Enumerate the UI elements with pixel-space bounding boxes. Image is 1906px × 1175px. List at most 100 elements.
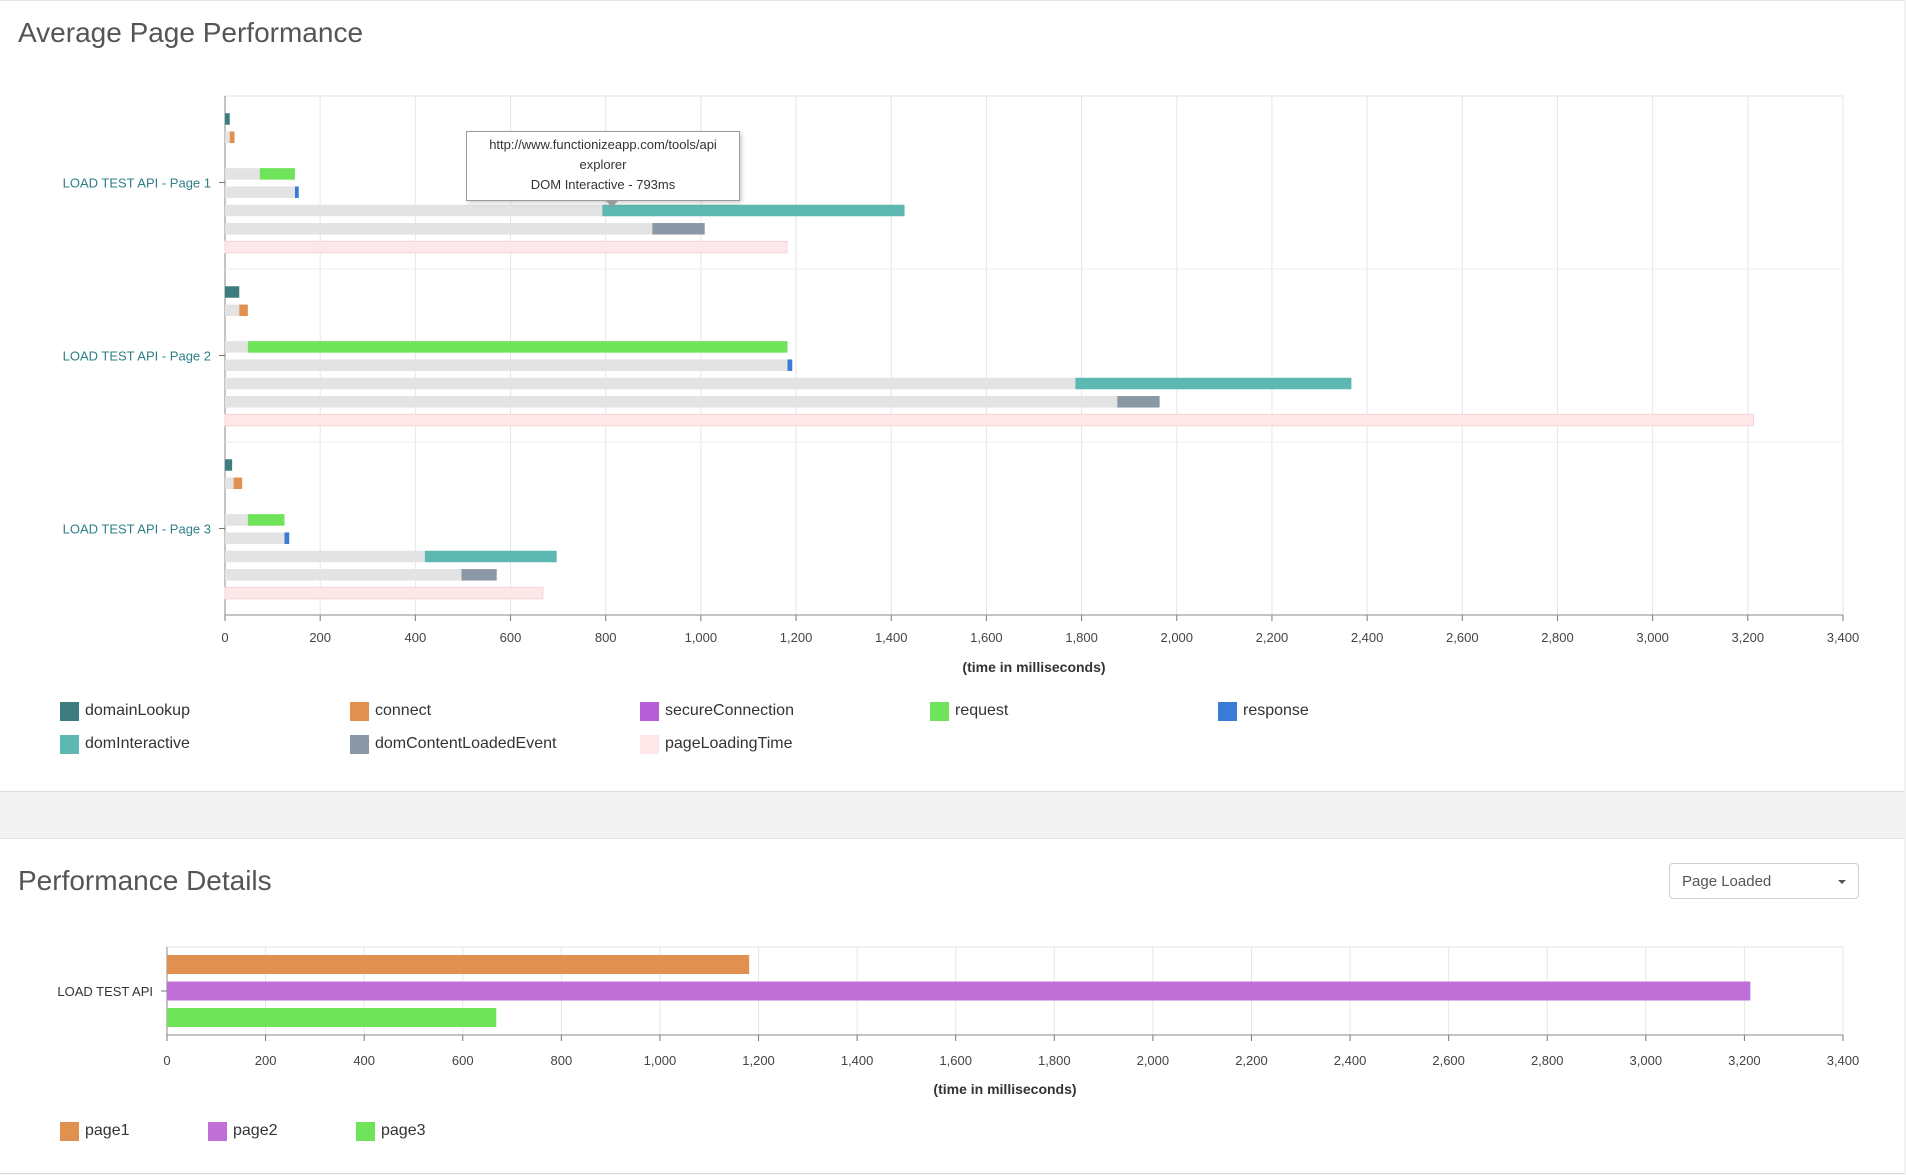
bar-domContentLoadedEvent xyxy=(461,569,497,581)
bar-domContentLoadedEvent xyxy=(1117,396,1160,408)
x-tick-label: 800 xyxy=(595,630,617,645)
x-tick-label: 3,200 xyxy=(1732,630,1765,645)
x-tick-label: 1,400 xyxy=(841,1053,874,1068)
y-category-label: LOAD TEST API - Page 1 xyxy=(63,176,211,191)
x-tick-label: 1,000 xyxy=(644,1053,677,1068)
legend-swatch xyxy=(350,735,369,754)
y-category-label: LOAD TEST API - Page 3 xyxy=(63,522,211,537)
legend-swatch xyxy=(640,702,659,721)
x-tick-label: 2,800 xyxy=(1541,630,1574,645)
bar-pageLoadingTime xyxy=(224,413,1755,427)
bar-domainLookup xyxy=(225,113,230,125)
bar-response xyxy=(787,359,793,371)
x-tick-label: 2,800 xyxy=(1531,1053,1564,1068)
legend-swatch xyxy=(640,735,659,754)
x-tick-label: 0 xyxy=(163,1053,170,1068)
bar-page1 xyxy=(167,955,750,974)
legend-swatch xyxy=(350,702,369,721)
legend-label: page1 xyxy=(85,1122,130,1139)
dropdown-selected-value: Page Loaded xyxy=(1682,873,1772,890)
x-axis-label: (time in milliseconds) xyxy=(962,659,1105,675)
bar-domContentLoadedEvent xyxy=(652,223,705,235)
y-category-label: LOAD TEST API - Page 2 xyxy=(63,349,211,364)
bar-request xyxy=(247,514,285,526)
chevron-down-icon xyxy=(1838,880,1846,884)
panel-title: Average Page Performance xyxy=(18,17,364,48)
legend-label: request xyxy=(955,702,1009,719)
x-tick-label: 3,400 xyxy=(1827,630,1860,645)
tooltip-url-line-continued: explorer xyxy=(579,157,627,172)
bar-offset xyxy=(225,204,603,217)
tooltip-value: DOM Interactive - 793ms xyxy=(530,177,676,192)
x-tick-label: 2,000 xyxy=(1137,1053,1170,1068)
bar-offset xyxy=(225,377,1076,390)
bar-offset xyxy=(225,359,788,371)
bar-request xyxy=(259,168,295,180)
x-tick-label: 0 xyxy=(221,630,228,645)
legend-label: pageLoadingTime xyxy=(665,735,793,752)
x-tick-label: 1,200 xyxy=(742,1053,775,1068)
x-tick-label: 1,200 xyxy=(780,630,813,645)
bar-offset xyxy=(225,477,234,490)
x-tick-label: 1,800 xyxy=(1038,1053,1071,1068)
bar-offset xyxy=(225,514,248,526)
x-tick-label: 2,400 xyxy=(1351,630,1384,645)
bar-domInteractive xyxy=(602,204,905,217)
legend-label: domainLookup xyxy=(85,702,190,719)
metric-select-dropdown[interactable]: Page Loaded xyxy=(1669,863,1859,899)
bar-domInteractive xyxy=(1075,377,1352,390)
legend-label: page2 xyxy=(233,1122,278,1139)
bar-connect xyxy=(239,304,248,317)
legend-label: domContentLoadedEvent xyxy=(375,735,557,752)
bar-offset xyxy=(225,131,230,144)
x-tick-label: 1,400 xyxy=(875,630,908,645)
bar-pageLoadingTime xyxy=(224,240,788,254)
legend-label: connect xyxy=(375,702,432,719)
y-category-label: LOAD TEST API xyxy=(57,984,153,999)
x-axis-label: (time in milliseconds) xyxy=(933,1081,1076,1097)
bar-offset xyxy=(225,569,462,581)
panel-title: Performance Details xyxy=(18,865,272,896)
legend-label: response xyxy=(1243,702,1309,719)
performance-details-panel: Performance Details Page Loaded 0 200 400 6… xyxy=(0,838,1904,1174)
legend-swatch xyxy=(60,1122,79,1141)
x-tick-label: 3,000 xyxy=(1630,1053,1663,1068)
bar-offset xyxy=(225,304,240,317)
legend-swatch xyxy=(930,702,949,721)
bar-domainLookup xyxy=(225,459,233,471)
tooltip-pointer xyxy=(605,200,619,207)
x-tick-label: 800 xyxy=(551,1053,573,1068)
bar-offset xyxy=(225,168,260,180)
bar-page3 xyxy=(167,1008,497,1027)
x-tick-label: 400 xyxy=(405,630,427,645)
legend-swatch xyxy=(1218,702,1237,721)
bar-pageLoadingTime xyxy=(224,586,544,600)
legend-swatch xyxy=(208,1122,227,1141)
x-tick-label: 2,600 xyxy=(1432,1053,1465,1068)
average-performance-chart: 0 200 400 600 800 1,000 1,200 1,400 1,600 1,800 2,… xyxy=(63,95,1860,675)
average-page-performance-panel: Average Page Performance 0 200 400 600 800 1,… xyxy=(0,0,1904,792)
x-tick-label: 2,600 xyxy=(1446,630,1479,645)
performance-details-chart: 0 200 400 600 800 1,000 1,200 1,400 1,600 1,800 2,… xyxy=(57,946,1859,1097)
legend-label: secureConnection xyxy=(665,702,794,719)
bar-domInteractive xyxy=(424,550,557,563)
x-tick-label: 3,000 xyxy=(1636,630,1669,645)
x-tick-label: 3,200 xyxy=(1728,1053,1761,1068)
bar-offset xyxy=(225,186,295,198)
bar-domainLookup xyxy=(225,286,240,298)
legend-label: domInteractive xyxy=(85,735,190,752)
x-tick-label: 2,200 xyxy=(1235,1053,1268,1068)
chart-tooltip: http://www.functionizeapp.com/tools/api … xyxy=(466,131,740,207)
bar-offset xyxy=(225,532,285,544)
bar-connect xyxy=(229,131,235,144)
bar-response xyxy=(294,186,299,198)
bar-offset xyxy=(225,550,425,563)
bar-offset xyxy=(225,396,1118,408)
x-tick-label: 1,600 xyxy=(970,630,1003,645)
legend-swatch xyxy=(60,702,79,721)
x-tick-label: 1,000 xyxy=(685,630,718,645)
bar-offset xyxy=(225,341,248,353)
x-tick-label: 200 xyxy=(309,630,331,645)
bar-response xyxy=(284,532,290,544)
x-tick-label: 2,400 xyxy=(1334,1053,1367,1068)
